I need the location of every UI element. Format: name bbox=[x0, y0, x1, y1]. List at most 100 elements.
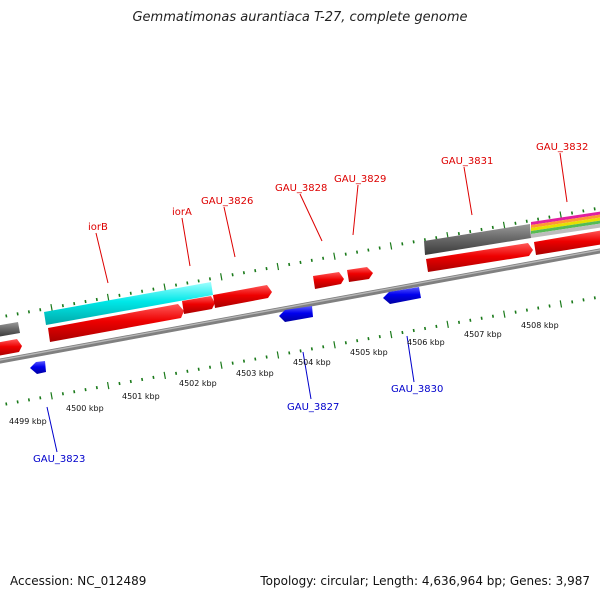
forward-tick bbox=[197, 279, 200, 283]
kbp-label-4508: 4508 kbp bbox=[521, 321, 559, 330]
gene-GAU_3823[interactable] bbox=[30, 361, 46, 374]
forward-tick bbox=[537, 217, 540, 221]
green-feature bbox=[531, 220, 600, 234]
label-GAU_3831[interactable]: GAU_3831 bbox=[441, 156, 493, 167]
kbp-labels: 4499 kbp 4500 kbp 4501 kbp 4502 kbp 4503… bbox=[9, 321, 559, 426]
reverse-tick bbox=[401, 330, 404, 335]
gene-iorA[interactable] bbox=[182, 296, 215, 314]
forward-tick bbox=[570, 211, 574, 215]
magenta-feature bbox=[531, 211, 600, 225]
reverse-tick bbox=[95, 386, 98, 390]
gene-GAU_3830[interactable] bbox=[383, 287, 421, 304]
cyan-feature-iorB[interactable] bbox=[44, 282, 213, 325]
label-GAU_3828[interactable]: GAU_3828 bbox=[275, 183, 327, 194]
forward-tick bbox=[344, 252, 347, 256]
reverse-tick bbox=[27, 398, 31, 402]
reverse-tick bbox=[129, 379, 132, 384]
forward-tick bbox=[457, 231, 460, 236]
gene-GAU_3827[interactable] bbox=[279, 306, 313, 322]
reverse-tick bbox=[457, 320, 461, 324]
label-GAU_3826[interactable]: GAU_3826 bbox=[201, 196, 253, 207]
reverse-tick bbox=[231, 361, 234, 365]
reverse-tick bbox=[378, 334, 381, 339]
gene-iorB[interactable] bbox=[48, 304, 184, 342]
label-GAU_3827[interactable]: GAU_3827 bbox=[287, 402, 339, 413]
forward-tick bbox=[5, 314, 8, 318]
gray-strip-feature bbox=[531, 223, 600, 238]
label-GAU_3832[interactable]: GAU_3832 bbox=[536, 142, 588, 153]
forward-tick bbox=[265, 266, 268, 271]
forward-tick bbox=[141, 289, 144, 293]
feature-blocks bbox=[0, 211, 600, 337]
yellow-feature bbox=[531, 217, 600, 231]
forward-tick bbox=[208, 277, 212, 281]
label-GAU_3823[interactable]: GAU_3823 bbox=[33, 454, 85, 465]
connector-GAU_3831 bbox=[463, 166, 473, 216]
kbp-label-4504: 4504 kbp bbox=[293, 358, 331, 367]
reverse-tick bbox=[208, 365, 212, 369]
reverse-genes bbox=[30, 287, 421, 374]
map-title: Gemmatimonas aurantiaca T-27, complete g… bbox=[132, 10, 468, 25]
reverse-tick bbox=[288, 351, 291, 355]
gene-left-edge[interactable] bbox=[0, 339, 22, 356]
gray-feature-left[interactable] bbox=[0, 322, 20, 337]
forward-tick bbox=[61, 304, 64, 308]
gene-GAU_3829[interactable] bbox=[347, 267, 373, 282]
reverse-tick bbox=[491, 314, 495, 318]
gene-GAU_3832[interactable] bbox=[534, 230, 600, 255]
reverse-tick bbox=[435, 324, 438, 329]
kbp-label-4505: 4505 kbp bbox=[350, 348, 388, 357]
reverse-tick bbox=[5, 402, 8, 406]
gene-labels: iorB iorA GAU_3826 GAU_3828 GAU_3829 GAU… bbox=[33, 142, 588, 465]
tick-layer bbox=[5, 207, 596, 406]
connector-GAU_3826 bbox=[223, 206, 236, 258]
reverse-tick bbox=[537, 306, 540, 310]
genome-summary-text: Topology: circular; Length: 4,636,964 bp… bbox=[260, 574, 590, 588]
forward-tick bbox=[220, 273, 223, 281]
gene-GAU_3828[interactable] bbox=[313, 272, 344, 289]
forward-tick bbox=[299, 260, 302, 265]
forward-tick bbox=[525, 219, 528, 223]
forward-tick bbox=[514, 221, 517, 225]
gene-GAU_3831[interactable] bbox=[426, 243, 533, 272]
reverse-tick bbox=[220, 361, 223, 369]
label-iorB[interactable]: iorB bbox=[88, 222, 108, 233]
reverse-tick bbox=[61, 392, 64, 396]
connector-GAU_3832 bbox=[559, 152, 568, 203]
forward-tick bbox=[174, 283, 178, 287]
reverse-tick bbox=[186, 369, 189, 373]
reverse-tick bbox=[299, 349, 302, 353]
label-GAU_3830[interactable]: GAU_3830 bbox=[391, 384, 443, 395]
forward-tick bbox=[582, 209, 585, 213]
gene-GAU_3826[interactable] bbox=[213, 285, 272, 308]
reverse-tick bbox=[163, 371, 166, 380]
reverse-tick bbox=[503, 310, 506, 318]
forward-tick bbox=[593, 207, 596, 211]
reverse-tick bbox=[73, 390, 76, 394]
forward-tick bbox=[412, 240, 415, 244]
forward-tick bbox=[469, 229, 472, 234]
reverse-tick bbox=[469, 318, 472, 322]
label-connectors bbox=[46, 152, 568, 453]
label-iorA[interactable]: iorA bbox=[172, 207, 192, 218]
kbp-label-4500: 4500 kbp bbox=[66, 404, 104, 413]
forward-tick bbox=[502, 221, 506, 230]
forward-tick bbox=[254, 269, 257, 273]
connector-GAU_3829 bbox=[352, 184, 359, 236]
gray-feature-GAU_3831[interactable] bbox=[424, 224, 531, 255]
reverse-tick bbox=[310, 347, 313, 351]
reverse-tick bbox=[525, 308, 528, 312]
orange-feature bbox=[531, 214, 600, 228]
kbp-label-4502: 4502 kbp bbox=[179, 379, 217, 388]
kbp-label-4506: 4506 kbp bbox=[407, 338, 445, 347]
kbp-label-4503: 4503 kbp bbox=[236, 369, 274, 378]
forward-tick bbox=[242, 271, 245, 275]
reverse-tick bbox=[389, 330, 393, 339]
kbp-label-4499: 4499 kbp bbox=[9, 417, 47, 426]
forward-tick bbox=[95, 297, 98, 302]
reverse-tick bbox=[424, 326, 427, 331]
forward-tick bbox=[163, 283, 166, 291]
label-GAU_3829[interactable]: GAU_3829 bbox=[334, 174, 386, 185]
connector-iorB bbox=[95, 232, 109, 284]
